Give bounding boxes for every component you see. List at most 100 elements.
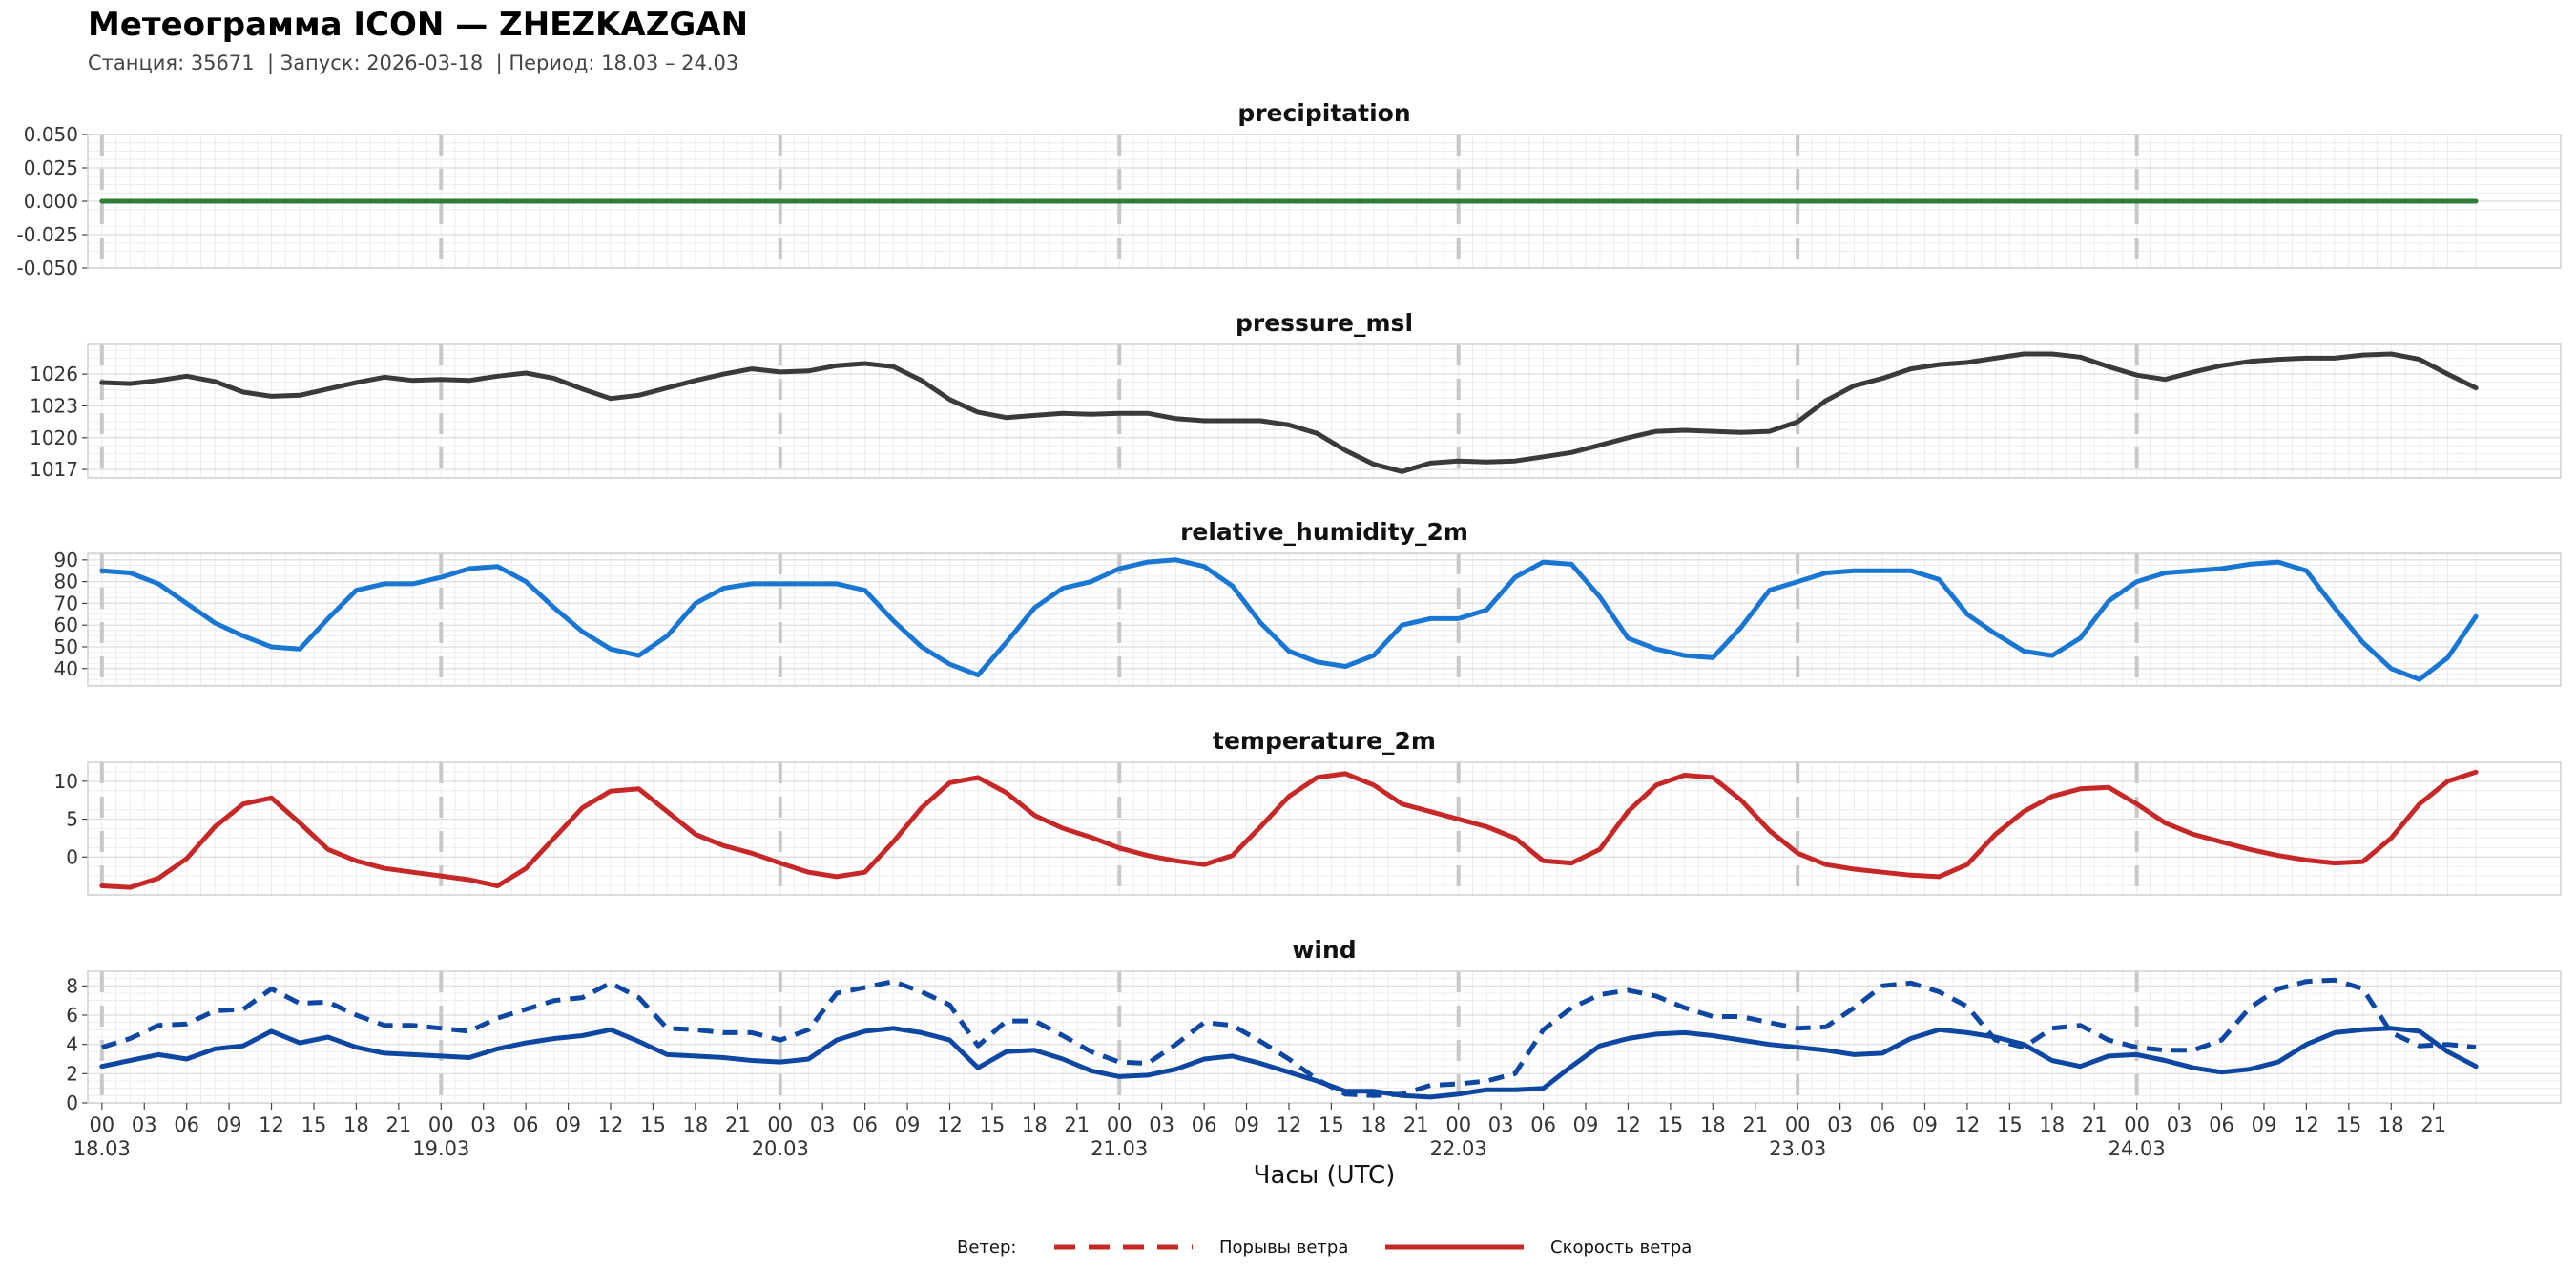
x-tick-label: 03 bbox=[1149, 1113, 1174, 1136]
series-wind-gusts bbox=[101, 977, 2477, 1098]
series-temperature_2m-line bbox=[99, 769, 2479, 890]
plot-frame bbox=[87, 343, 2562, 479]
x-tick-label: 09 bbox=[1912, 1113, 1938, 1136]
x-tick-label: 21 bbox=[385, 1113, 411, 1136]
x-axis: 00 03 06 09 12 15 18 21 00 03 06 09 12 15 18 21 00 03 06 09… bbox=[73, 1103, 2446, 1190]
page-subtitle: Станция: 35671 | Запуск: 2026-03-18 | Пе… bbox=[88, 52, 739, 74]
legend-label-gusts: Порывы ветра bbox=[1219, 1237, 1348, 1257]
x-axis-label: Часы (UTC) bbox=[1254, 1161, 1396, 1190]
x-tick-label: 06 bbox=[1192, 1113, 1217, 1136]
x-tick-label: 09 bbox=[555, 1113, 581, 1136]
x-tick-label: 03 bbox=[810, 1113, 836, 1136]
y-tick-label: 1017 bbox=[30, 458, 78, 481]
x-tick-label: 00 bbox=[1785, 1113, 1811, 1136]
panel-pressure_msl: 1026 1023 1020 1017 pressure_msl bbox=[30, 309, 2562, 481]
x-tick-label: 18 bbox=[683, 1113, 709, 1136]
legend-label-speed: Скорость ветра bbox=[1550, 1237, 1692, 1257]
x-tick-label: 06 bbox=[852, 1113, 878, 1136]
y-tick-label: 70 bbox=[54, 592, 78, 614]
plot-frame bbox=[87, 552, 2562, 687]
panel-title-precipitation: precipitation bbox=[1237, 99, 1410, 127]
x-tick-label: 18 bbox=[2379, 1113, 2404, 1136]
plot-frame bbox=[87, 970, 2562, 1104]
x-tick-label: 18 bbox=[1022, 1113, 1048, 1136]
y-tick-label: 5 bbox=[66, 808, 78, 831]
x-tick-label: 18 bbox=[1700, 1113, 1726, 1136]
x-tick-label: 12 bbox=[598, 1113, 624, 1136]
series-pressure_msl-line bbox=[99, 351, 2479, 474]
x-day-label: 24.03 bbox=[2109, 1137, 2166, 1160]
panel-wind: 8 6 4 2 0 wind bbox=[66, 936, 2562, 1114]
x-tick-label: 06 bbox=[1530, 1113, 1556, 1136]
x-tick-label: 21 bbox=[1403, 1113, 1429, 1136]
x-tick-label: 03 bbox=[470, 1113, 496, 1136]
panel-title-pressure_msl: pressure_msl bbox=[1236, 309, 1413, 337]
legend-title: Ветер: bbox=[957, 1237, 1016, 1257]
x-tick-label: 15 bbox=[1319, 1113, 1344, 1136]
x-tick-label: 18 bbox=[2039, 1113, 2065, 1136]
y-tick-label: 0 bbox=[66, 845, 78, 868]
y-tick-label: -0.025 bbox=[17, 223, 78, 246]
x-tick-label: 15 bbox=[640, 1113, 666, 1136]
legend: Ветер: Порывы ветра Скорость ветра bbox=[957, 1237, 1692, 1257]
x-tick-label: 12 bbox=[259, 1113, 284, 1136]
y-tick-label: 1023 bbox=[30, 394, 78, 417]
y-tick-label: 0.025 bbox=[24, 156, 78, 179]
x-tick-label: 03 bbox=[1488, 1113, 1514, 1136]
x-tick-label: 00 bbox=[89, 1113, 114, 1136]
panel-title-wind: wind bbox=[1292, 936, 1356, 964]
y-tick-label: 80 bbox=[54, 571, 78, 593]
x-tick-label: 03 bbox=[1827, 1113, 1853, 1136]
x-tick-label: 12 bbox=[1955, 1113, 1981, 1136]
x-tick-label: 03 bbox=[132, 1113, 157, 1136]
x-tick-label: 21 bbox=[2082, 1113, 2108, 1136]
plot-frame bbox=[87, 134, 2562, 269]
x-tick-label: 21 bbox=[725, 1113, 751, 1136]
x-day-label: 22.03 bbox=[1430, 1137, 1487, 1160]
y-tick-label: 1026 bbox=[30, 363, 78, 385]
x-tick-label: 15 bbox=[980, 1113, 1006, 1136]
x-tick-label: 00 bbox=[767, 1113, 793, 1136]
panel-temperature_2m: 10 5 0 temperature_2m bbox=[54, 727, 2562, 896]
x-tick-label: 00 bbox=[428, 1113, 454, 1136]
x-tick-label: 15 bbox=[1658, 1113, 1684, 1136]
x-tick-label: 06 bbox=[2209, 1113, 2234, 1136]
x-tick-label: 00 bbox=[1107, 1113, 1132, 1136]
y-tick-label: 0 bbox=[66, 1091, 78, 1114]
plot-area bbox=[88, 344, 2561, 478]
x-tick-label: 15 bbox=[301, 1113, 327, 1136]
x-tick-label: 09 bbox=[217, 1113, 242, 1136]
x-tick-label: 09 bbox=[1573, 1113, 1599, 1136]
series-wind-line bbox=[99, 1026, 2479, 1100]
x-tick-label: 21 bbox=[2420, 1113, 2446, 1136]
x-tick-label: 00 bbox=[1445, 1113, 1471, 1136]
x-day-label: 20.03 bbox=[752, 1137, 809, 1160]
x-tick-label: 06 bbox=[513, 1113, 539, 1136]
x-tick-label: 03 bbox=[2167, 1113, 2192, 1136]
x-tick-label: 09 bbox=[2252, 1113, 2277, 1136]
x-tick-label: 00 bbox=[2124, 1113, 2150, 1136]
panel-title-relative_humidity_2m: relative_humidity_2m bbox=[1180, 518, 1468, 546]
y-tick-label: 90 bbox=[54, 549, 78, 571]
x-tick-label: 12 bbox=[2294, 1113, 2319, 1136]
x-tick-label: 15 bbox=[1997, 1113, 2023, 1136]
x-tick-label: 06 bbox=[174, 1113, 199, 1136]
plot-frame bbox=[87, 761, 2562, 896]
y-tick-label: 6 bbox=[66, 1004, 78, 1027]
x-tick-label: 06 bbox=[1870, 1113, 1896, 1136]
x-day-label: 19.03 bbox=[412, 1137, 469, 1160]
x-day-label: 21.03 bbox=[1091, 1137, 1148, 1160]
x-tick-label: 18 bbox=[343, 1113, 369, 1136]
x-tick-label: 12 bbox=[937, 1113, 963, 1136]
x-tick-label: 12 bbox=[1277, 1113, 1302, 1136]
y-tick-label: 0.050 bbox=[24, 123, 78, 146]
page-title: Метеограмма ICON — ZHEZKAZGAN bbox=[88, 6, 749, 44]
panel-title-temperature_2m: temperature_2m bbox=[1213, 727, 1436, 755]
x-day-label: 18.03 bbox=[73, 1137, 131, 1160]
y-tick-label: 0.000 bbox=[24, 190, 78, 213]
y-tick-label: 10 bbox=[54, 770, 78, 793]
x-tick-label: 21 bbox=[1064, 1113, 1090, 1136]
x-tick-label: 21 bbox=[1742, 1113, 1768, 1136]
